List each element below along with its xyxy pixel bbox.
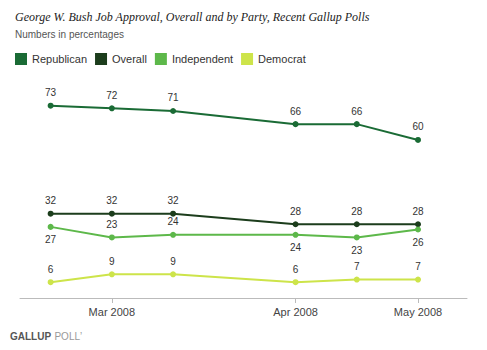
svg-text:7: 7 [354,261,360,272]
svg-text:32: 32 [106,195,118,206]
svg-text:GALLUP: GALLUP [10,331,51,342]
svg-text:28: 28 [290,206,302,217]
svg-text:7: 7 [415,261,421,272]
svg-text:24: 24 [168,216,180,227]
svg-text:73: 73 [45,87,57,98]
svg-text:28: 28 [412,206,424,217]
svg-text:Independent: Independent [172,53,233,65]
svg-text:9: 9 [109,256,115,267]
svg-text:27: 27 [45,234,57,245]
svg-text:28: 28 [351,206,363,217]
svg-text:72: 72 [106,90,118,101]
svg-text:Apr 2008: Apr 2008 [273,306,318,318]
svg-text:Democrat: Democrat [258,53,306,65]
svg-text:26: 26 [412,237,424,248]
svg-text:George W. Bush Job Approval, O: George W. Bush Job Approval, Overall and… [15,10,370,24]
svg-text:66: 66 [290,106,302,117]
svg-text:32: 32 [45,195,57,206]
svg-text:6: 6 [48,264,54,275]
svg-text:71: 71 [168,92,180,103]
svg-text:24: 24 [290,242,302,253]
svg-text:May 2008: May 2008 [394,306,442,318]
svg-text:9: 9 [170,256,176,267]
svg-text:23: 23 [351,245,363,256]
svg-text:6: 6 [293,264,299,275]
svg-text:23: 23 [106,219,118,230]
svg-text:60: 60 [412,121,424,132]
svg-text:Overall: Overall [112,53,147,65]
svg-text:Mar 2008: Mar 2008 [89,306,135,318]
svg-text:Numbers in percentages: Numbers in percentages [15,29,124,40]
svg-text:32: 32 [168,195,180,206]
svg-text:66: 66 [351,106,363,117]
svg-text:POLLʼ: POLLʼ [54,331,82,342]
svg-text:Republican: Republican [32,53,87,65]
